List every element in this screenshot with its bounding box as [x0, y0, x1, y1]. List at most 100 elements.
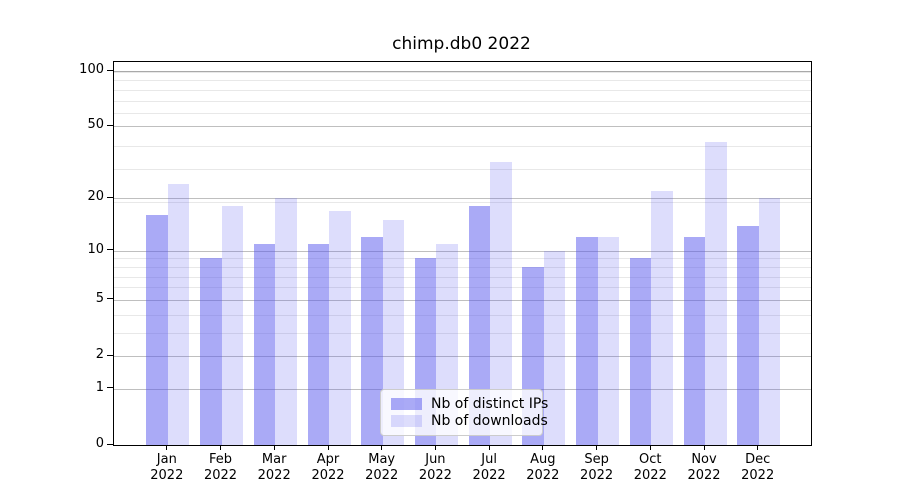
- x-tick-mark: [327, 445, 329, 450]
- minor-gridline: [114, 146, 811, 148]
- minor-gridline: [114, 71, 811, 73]
- x-tick-mark: [166, 445, 168, 450]
- x-tick-mark: [703, 445, 705, 450]
- bar-downloads: [705, 142, 727, 445]
- minor-gridline: [114, 80, 811, 82]
- year-label: 2022: [150, 468, 184, 483]
- y-tick-label: 0: [95, 436, 104, 451]
- bar-downloads: [490, 161, 512, 445]
- bar-downloads: [329, 210, 351, 445]
- y-tick-label: 100: [79, 62, 104, 77]
- x-tick-label: Apr 2022: [296, 452, 360, 484]
- month-label: Dec: [745, 452, 771, 467]
- y-tick-mark: [107, 249, 113, 251]
- minor-gridline: [114, 100, 811, 102]
- bar-downloads: [275, 198, 297, 445]
- legend-label: Nb of downloads: [431, 413, 548, 429]
- y-tick-mark: [107, 196, 113, 198]
- x-tick-label: Jul 2022: [457, 452, 521, 484]
- minor-gridline: [114, 202, 811, 204]
- month-label: Jan: [156, 452, 177, 467]
- x-tick-label: Jun 2022: [403, 452, 467, 484]
- y-tick-mark: [107, 124, 113, 127]
- bar-distinct-ips: [146, 215, 168, 445]
- year-label: 2022: [365, 468, 399, 483]
- y-tick-mark: [107, 387, 113, 389]
- month-label: Sep: [584, 452, 609, 467]
- x-tick-mark: [649, 445, 651, 450]
- bar-distinct-ips: [629, 258, 652, 445]
- x-tick-mark: [220, 445, 222, 450]
- year-label: 2022: [418, 468, 452, 483]
- y-tick-mark: [107, 443, 113, 445]
- month-label: Nov: [691, 452, 717, 467]
- year-label: 2022: [311, 468, 345, 483]
- y-tick-label: 50: [87, 117, 104, 133]
- legend-label: Nb of distinct IPs: [431, 396, 549, 412]
- bar-downloads: [651, 190, 673, 445]
- month-label: Oct: [639, 452, 662, 467]
- y-tick-label: 20: [87, 189, 104, 205]
- year-label: 2022: [633, 468, 667, 483]
- minor-gridline: [114, 314, 811, 316]
- minor-gridline: [114, 258, 811, 260]
- y-tick-mark: [107, 69, 113, 71]
- month-label: Mar: [261, 452, 287, 467]
- x-tick-label: Jan 2022: [135, 452, 199, 484]
- x-tick-label: Dec 2022: [726, 452, 790, 484]
- x-tick-label: Mar 2022: [242, 452, 306, 484]
- x-tick-label: Oct 2022: [618, 452, 682, 484]
- x-tick-label: Sep 2022: [565, 452, 629, 484]
- bar-downloads: [167, 184, 190, 445]
- legend-swatch: [391, 398, 422, 410]
- legend: Nb of distinct IPs Nb of downloads: [380, 389, 548, 436]
- bar-distinct-ips: [576, 237, 598, 445]
- y-tick-label: 2: [95, 347, 104, 362]
- month-label: Feb: [208, 452, 233, 467]
- year-label: 2022: [257, 468, 291, 483]
- y-tick-mark: [107, 298, 113, 300]
- month-label: Jun: [425, 452, 446, 467]
- bar-distinct-ips: [683, 237, 705, 445]
- bar-distinct-ips: [307, 243, 329, 445]
- legend-item: Nb of downloads: [391, 413, 548, 429]
- bar-downloads: [758, 198, 781, 445]
- chart-title: chimp.db0 2022: [392, 34, 531, 54]
- year-label: 2022: [580, 468, 614, 483]
- x-tick-label: Nov 2022: [672, 452, 736, 484]
- bar-distinct-ips: [737, 225, 759, 445]
- x-tick-mark: [488, 445, 490, 450]
- x-tick-label: May 2022: [350, 452, 414, 484]
- bar-downloads: [543, 250, 566, 445]
- year-label: 2022: [203, 468, 238, 483]
- minor-gridline: [114, 89, 811, 91]
- bar-downloads: [382, 220, 405, 445]
- minor-gridline: [114, 266, 811, 268]
- major-gridline: [114, 356, 811, 357]
- minor-gridline: [114, 276, 811, 278]
- bar-distinct-ips: [468, 206, 491, 445]
- bar-downloads: [597, 237, 620, 445]
- minor-gridline: [114, 287, 811, 289]
- legend-item: Nb of distinct IPs: [391, 396, 548, 412]
- month-label: Aug: [530, 452, 556, 467]
- x-tick-mark: [596, 445, 598, 450]
- major-gridline: [114, 71, 811, 72]
- x-tick-mark: [273, 445, 275, 450]
- major-gridline: [114, 250, 811, 252]
- month-label: Apr: [316, 452, 340, 467]
- minor-gridline: [114, 169, 811, 171]
- bar-distinct-ips: [200, 258, 222, 445]
- year-label: 2022: [472, 468, 506, 483]
- major-gridline: [114, 126, 811, 128]
- legend-swatch: [391, 415, 422, 427]
- x-tick-mark: [757, 445, 759, 450]
- month-label: Jul: [481, 452, 497, 467]
- x-tick-label: Feb 2022: [189, 452, 253, 484]
- major-gridline: [114, 198, 811, 200]
- x-tick-mark: [542, 445, 544, 450]
- y-tick-label: 1: [95, 379, 104, 395]
- major-gridline: [114, 299, 811, 301]
- y-tick-mark: [107, 354, 113, 356]
